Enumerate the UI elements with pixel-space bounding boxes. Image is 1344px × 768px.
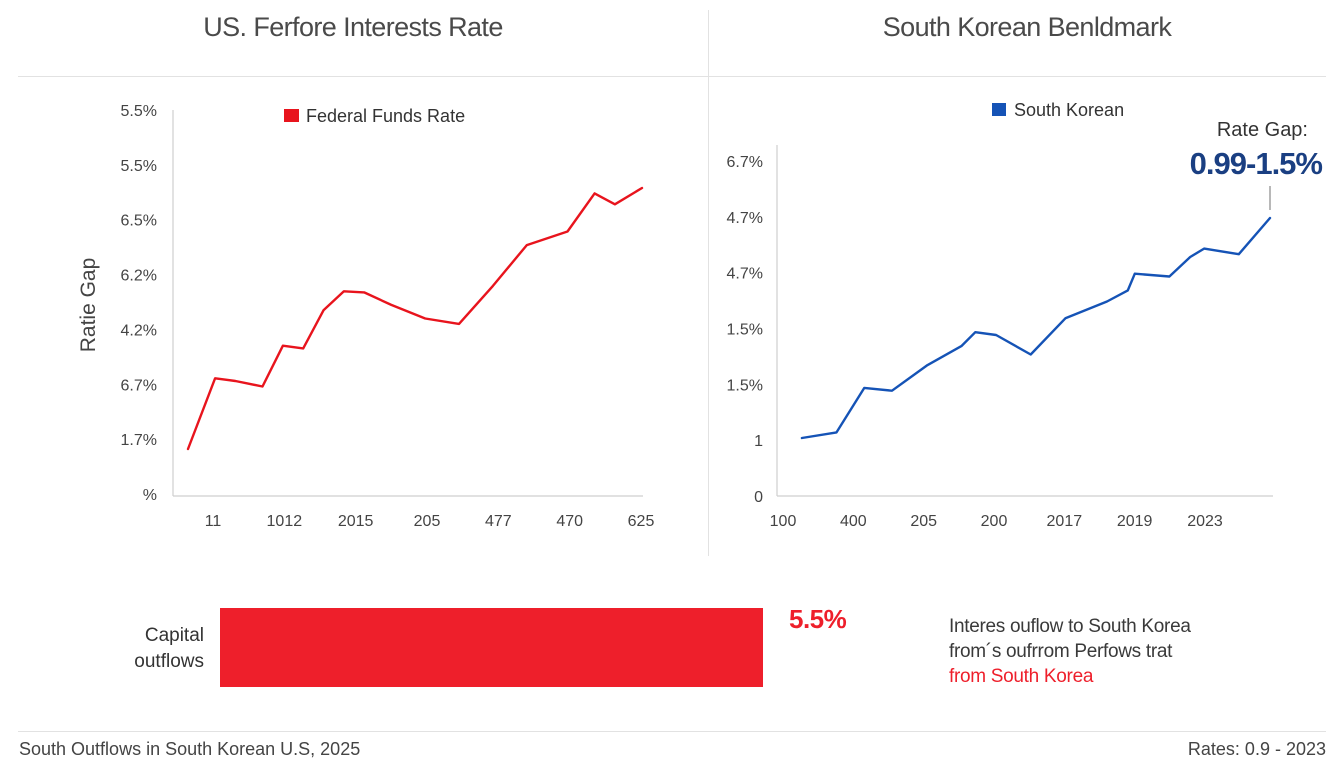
right-series-group bbox=[800, 216, 1272, 440]
legend-swatch-south-korean bbox=[992, 103, 1006, 116]
left-y-tick-label: % bbox=[143, 487, 157, 504]
left-x-tick-label: 625 bbox=[628, 513, 655, 530]
note-line-1: Interes ouflow to South Korea bbox=[949, 616, 1191, 637]
left-y-axis-title: Ratie Gap bbox=[77, 258, 100, 353]
right-y-ticks: 0 1 1.5% 1.5% 4.7% 4.7% 6.7% bbox=[727, 154, 764, 506]
left-chart-title: US. Ferfore Interests Rate bbox=[203, 12, 503, 42]
rate-gap-label: Rate Gap: bbox=[1217, 119, 1308, 141]
capital-outflows-value: 5.5% bbox=[789, 604, 847, 634]
left-x-tick-label: 2015 bbox=[338, 513, 374, 530]
header-divider bbox=[18, 76, 1326, 77]
left-y-tick-label: 6.5% bbox=[121, 213, 157, 230]
capital-outflows-label: Capital outflows bbox=[110, 623, 204, 675]
legend-label-federal-funds: Federal Funds Rate bbox=[306, 106, 465, 126]
right-y-tick-label: 1 bbox=[754, 433, 763, 450]
left-y-tick-label: 6.7% bbox=[121, 377, 157, 394]
right-y-tick-label: 6.7% bbox=[727, 154, 763, 171]
right-y-tick-label: 1.5% bbox=[727, 377, 763, 394]
left-y-ticks: % 1.7% 6.7% 4.2% 6.2% 6.5% 5.5% 5.5% bbox=[121, 103, 157, 504]
right-x-ticks: 100 400 205 200 2017 2019 2023 bbox=[770, 513, 1223, 530]
left-series-line bbox=[186, 186, 644, 451]
right-x-tick-label: 400 bbox=[840, 513, 867, 530]
panel-divider bbox=[708, 10, 709, 556]
note-line-2: from´s oufrrom Perfows trat bbox=[949, 641, 1173, 662]
right-y-tick-label: 4.7% bbox=[727, 210, 763, 227]
capital-outflows-label-line2: outflows bbox=[134, 651, 204, 672]
left-series-group bbox=[186, 186, 644, 451]
left-x-tick-label: 477 bbox=[485, 513, 512, 530]
footer-source: South Outflows in South Korean U.S, 2025 bbox=[19, 739, 361, 759]
footer-rates: Rates: 0.9 - 2023 bbox=[1187, 739, 1326, 759]
legend-swatch-federal-funds bbox=[284, 109, 299, 122]
left-y-tick-label: 4.2% bbox=[121, 322, 157, 339]
left-y-tick-label: 6.2% bbox=[121, 268, 157, 285]
left-y-tick-label: 5.5% bbox=[121, 158, 157, 175]
right-x-tick-label: 200 bbox=[981, 513, 1008, 530]
footer-divider bbox=[18, 731, 1326, 732]
right-chart-title: South Korean Benldmark bbox=[882, 12, 1172, 42]
left-y-tick-label: 1.7% bbox=[121, 432, 157, 449]
capital-outflows-bar bbox=[220, 608, 763, 687]
left-x-tick-label: 205 bbox=[414, 513, 441, 530]
note-line-3: from South Korea bbox=[949, 666, 1094, 687]
right-x-tick-label: 100 bbox=[770, 513, 797, 530]
left-y-tick-label: 5.5% bbox=[121, 103, 157, 120]
right-x-tick-label: 2019 bbox=[1117, 513, 1153, 530]
capital-outflows-label-line1: Capital bbox=[144, 625, 204, 646]
right-x-tick-label: 2023 bbox=[1187, 513, 1223, 530]
legend-label-south-korean: South Korean bbox=[1014, 100, 1124, 120]
right-y-tick-label: 1.5% bbox=[727, 322, 763, 339]
right-series-line bbox=[800, 216, 1272, 440]
left-x-tick-label: 11 bbox=[205, 513, 222, 530]
right-x-tick-label: 205 bbox=[910, 513, 937, 530]
left-x-ticks: 11 1012 2015 205 477 470 625 bbox=[205, 513, 655, 530]
right-y-tick-label: 4.7% bbox=[727, 266, 763, 283]
right-x-tick-label: 2017 bbox=[1047, 513, 1083, 530]
left-x-tick-label: 470 bbox=[556, 513, 583, 530]
rate-gap-value: 0.99-1.5% bbox=[1190, 146, 1323, 181]
left-x-tick-label: 1012 bbox=[267, 513, 303, 530]
right-y-tick-label: 0 bbox=[754, 489, 763, 506]
